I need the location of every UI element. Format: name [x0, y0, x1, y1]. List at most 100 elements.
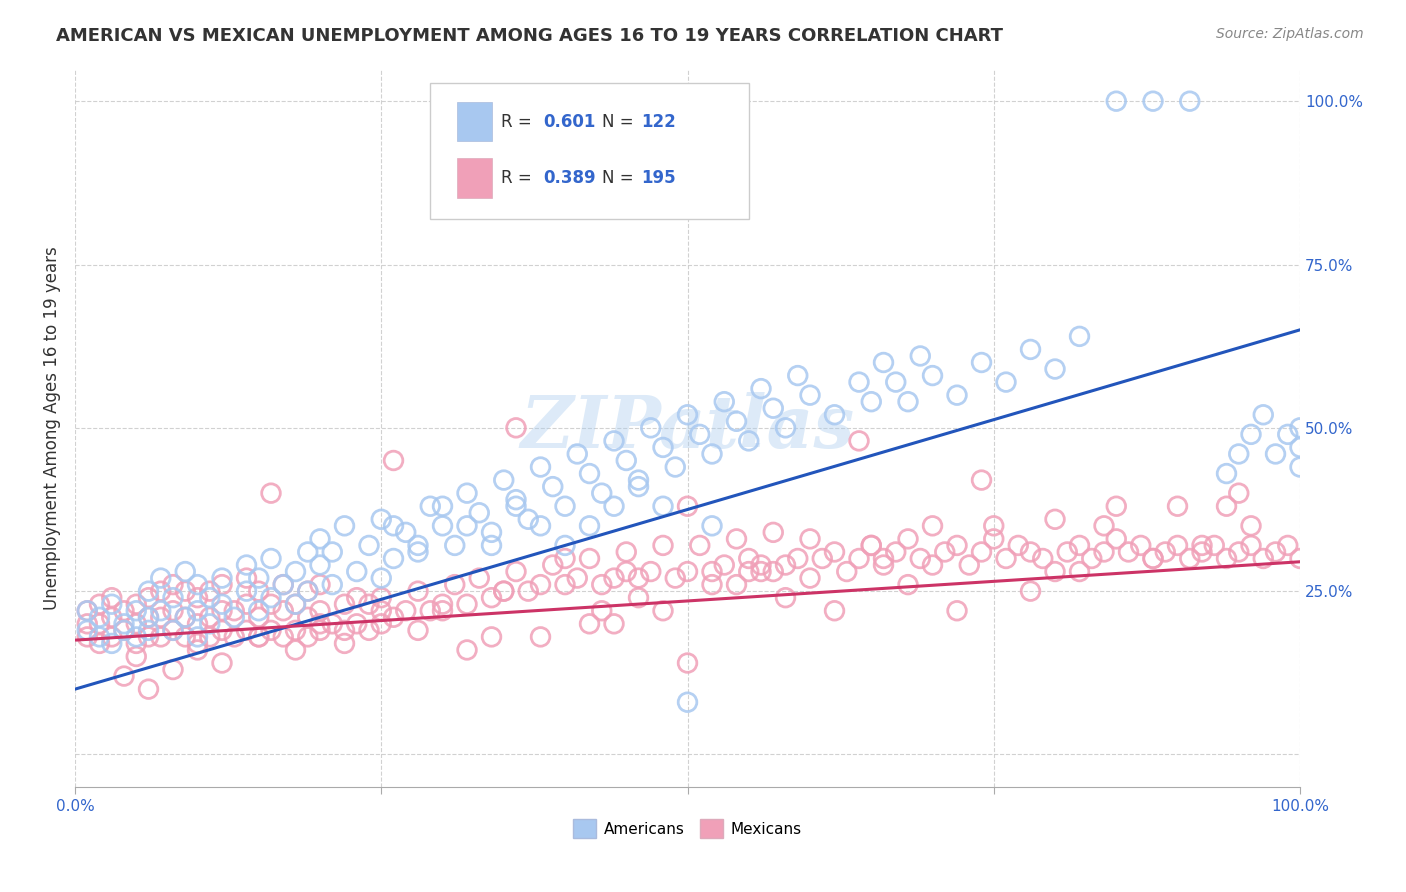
Point [1043, 512, 1066, 526]
Point [406, 624, 429, 638]
Text: R =: R = [502, 112, 537, 130]
Point [260, 486, 283, 500]
Point [174, 565, 197, 579]
Point [443, 538, 465, 552]
Point [1191, 545, 1213, 559]
Point [1289, 421, 1312, 435]
Point [749, 382, 772, 396]
Point [100, 636, 122, 650]
Point [1019, 584, 1042, 599]
Point [419, 604, 441, 618]
Point [271, 630, 294, 644]
Point [432, 604, 454, 618]
Point [1204, 538, 1226, 552]
Point [235, 584, 257, 599]
Point [652, 538, 675, 552]
Point [1129, 538, 1152, 552]
Point [848, 551, 870, 566]
FancyBboxPatch shape [430, 83, 749, 219]
Point [138, 610, 160, 624]
Point [149, 604, 172, 618]
Point [529, 630, 551, 644]
Point [676, 500, 699, 514]
Point [1019, 545, 1042, 559]
Point [321, 545, 343, 559]
Point [174, 610, 197, 624]
Point [370, 616, 392, 631]
Point [247, 584, 270, 599]
Point [271, 577, 294, 591]
Point [786, 551, 808, 566]
Point [627, 571, 650, 585]
Point [995, 375, 1018, 389]
Point [100, 597, 122, 611]
Point [149, 571, 172, 585]
Point [357, 538, 380, 552]
Point [370, 571, 392, 585]
Point [1251, 551, 1274, 566]
Point [284, 624, 307, 638]
Point [541, 558, 564, 572]
Point [676, 656, 699, 670]
Point [970, 355, 993, 369]
Point [1118, 545, 1140, 559]
Point [284, 597, 307, 611]
Point [664, 571, 686, 585]
Point [162, 624, 184, 638]
Point [284, 597, 307, 611]
Point [149, 584, 172, 599]
Point [1142, 551, 1164, 566]
Point [700, 518, 723, 533]
Point [957, 558, 980, 572]
Point [872, 551, 894, 566]
Point [824, 545, 846, 559]
Point [406, 545, 429, 559]
Point [603, 500, 626, 514]
Point [1240, 538, 1263, 552]
Point [627, 480, 650, 494]
Point [297, 584, 319, 599]
Point [995, 551, 1018, 566]
Point [1251, 408, 1274, 422]
Point [247, 571, 270, 585]
Point [554, 500, 576, 514]
Point [333, 636, 356, 650]
Point [198, 616, 221, 631]
Point [89, 616, 111, 631]
Point [443, 577, 465, 591]
Point [1289, 460, 1312, 475]
Point [419, 500, 441, 514]
Point [1289, 551, 1312, 566]
Point [1105, 532, 1128, 546]
Point [872, 355, 894, 369]
Point [260, 624, 283, 638]
Point [186, 616, 208, 631]
Point [676, 408, 699, 422]
Point [382, 518, 405, 533]
Point [357, 597, 380, 611]
Point [382, 453, 405, 467]
Point [700, 447, 723, 461]
Point [627, 591, 650, 605]
Point [1056, 545, 1078, 559]
Point [186, 577, 208, 591]
Point [1069, 329, 1091, 343]
Point [211, 597, 233, 611]
Text: 0.601: 0.601 [543, 112, 595, 130]
Point [198, 630, 221, 644]
Point [89, 636, 111, 650]
Point [689, 538, 711, 552]
Point [1019, 343, 1042, 357]
Point [505, 421, 527, 435]
Point [162, 663, 184, 677]
Point [309, 532, 332, 546]
Point [910, 551, 932, 566]
Point [125, 630, 148, 644]
Y-axis label: Unemployment Among Ages 16 to 19 years: Unemployment Among Ages 16 to 19 years [44, 246, 60, 610]
Text: AMERICAN VS MEXICAN UNEMPLOYMENT AMONG AGES 16 TO 19 YEARS CORRELATION CHART: AMERICAN VS MEXICAN UNEMPLOYMENT AMONG A… [56, 27, 1004, 45]
Point [211, 624, 233, 638]
Text: ZIPatlas: ZIPatlas [520, 392, 855, 463]
Point [554, 577, 576, 591]
Point [247, 630, 270, 644]
Point [910, 349, 932, 363]
